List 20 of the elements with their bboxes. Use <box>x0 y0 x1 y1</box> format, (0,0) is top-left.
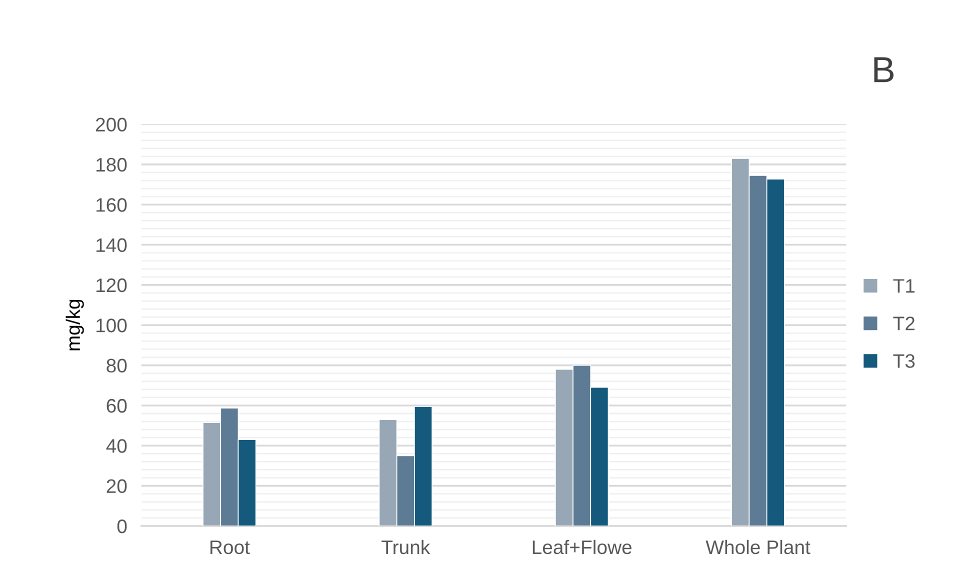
x-tick-label: Whole Plant <box>706 540 810 554</box>
y-tick-label: 0 <box>117 519 127 534</box>
legend-label: T3 <box>893 354 915 368</box>
chart-title: B <box>874 57 894 82</box>
y-tick-label: 160 <box>96 198 127 212</box>
y-tick-label: 80 <box>106 358 127 373</box>
y-tick-label: 180 <box>96 158 127 172</box>
x-tick-label: Leaf+Flowe <box>532 540 632 554</box>
y-tick-label: 200 <box>96 118 127 132</box>
y-axis-title: mg/kg <box>66 300 84 350</box>
y-tick-label: 40 <box>106 439 127 453</box>
x-tick-label: Root <box>210 540 250 554</box>
y-tick-label: 100 <box>96 318 127 332</box>
y-tick-label: 20 <box>106 479 127 494</box>
legend-label: T1 <box>893 279 915 293</box>
legend-label: T2 <box>893 316 915 330</box>
y-tick-label: 120 <box>96 278 127 292</box>
x-tick-label: Trunk <box>382 540 430 554</box>
y-tick-label: 60 <box>106 398 127 413</box>
y-tick-label: 140 <box>96 238 127 252</box>
